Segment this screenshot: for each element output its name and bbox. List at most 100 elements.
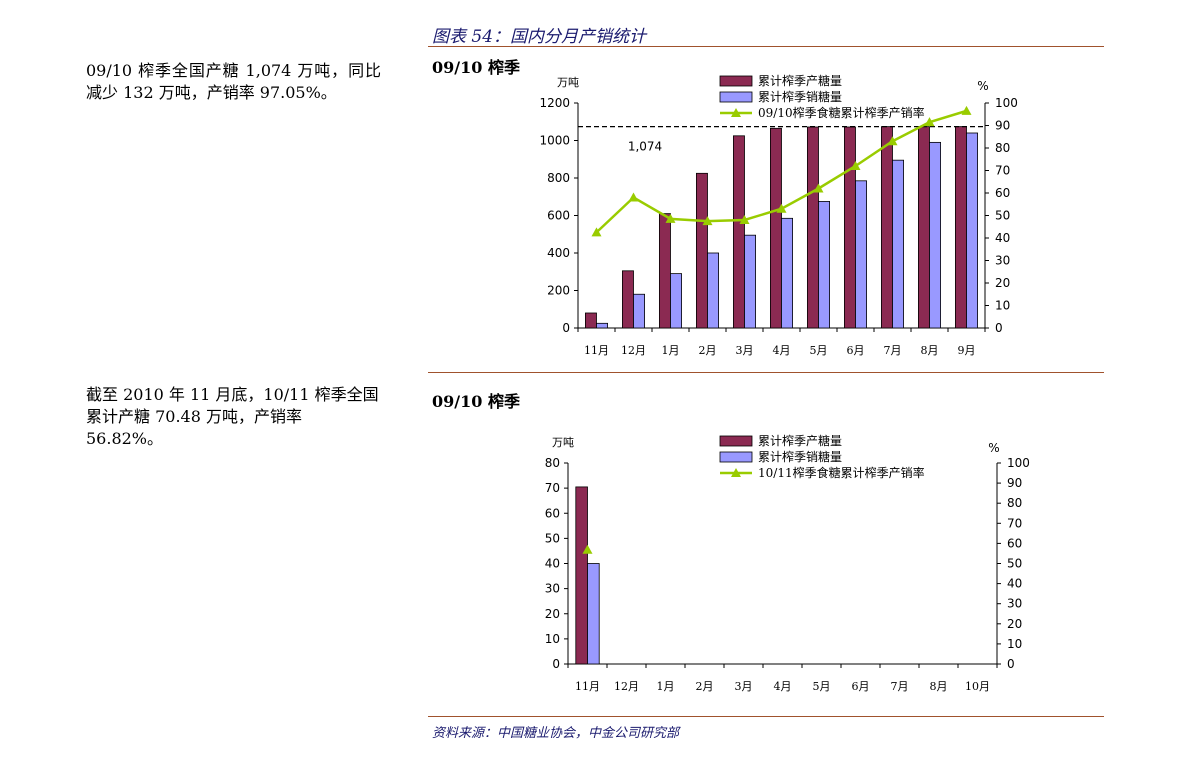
left-tick-label: 80 xyxy=(545,456,560,470)
left-tick-label: 60 xyxy=(545,506,560,520)
bar-production xyxy=(658,213,671,329)
bar-production xyxy=(917,126,930,329)
rate-marker xyxy=(924,117,935,127)
x-tick-label: 7月 xyxy=(891,680,909,693)
rate-marker xyxy=(739,215,750,224)
bar-sales xyxy=(818,201,831,329)
left-tick-label: 10 xyxy=(545,632,560,646)
rate-marker xyxy=(813,183,824,193)
right-unit-label: % xyxy=(977,79,988,93)
bar-production xyxy=(880,126,893,329)
x-tick-label: 5月 xyxy=(810,344,828,357)
legend-swatch xyxy=(719,451,753,463)
legend-label: 累计榨季销糖量 xyxy=(758,449,842,464)
footer-rule xyxy=(428,716,1104,717)
right-tick-label: 0 xyxy=(995,321,1003,335)
x-tick-label: 4月 xyxy=(773,344,791,357)
legend-line-marker xyxy=(731,108,741,117)
x-tick-label: 2月 xyxy=(699,344,717,357)
bar-sales xyxy=(744,234,757,329)
legend-label: 累计榨季产糖量 xyxy=(758,433,842,448)
rate-marker xyxy=(665,213,676,223)
right-tick-label: 10 xyxy=(1007,637,1022,651)
legend-swatch xyxy=(719,435,753,447)
bar-sales xyxy=(966,132,979,329)
left-tick-label: 40 xyxy=(545,557,560,571)
note-2: 截至 2010 年 11 月底，10/11 榨季全国累计产糖 70.48 万吨，… xyxy=(86,385,379,448)
bar-production xyxy=(575,486,588,665)
right-tick-label: 70 xyxy=(1007,516,1022,530)
left-tick-label: 1200 xyxy=(539,96,570,110)
chart1-title: 09/10 榨季 xyxy=(432,58,520,77)
x-tick-label: 11月 xyxy=(575,680,600,693)
left-tick-label: 400 xyxy=(547,246,570,260)
right-tick-label: 60 xyxy=(995,186,1010,200)
bar-sales xyxy=(596,322,609,329)
x-tick-label: 1月 xyxy=(662,344,680,357)
right-tick-label: 30 xyxy=(1007,597,1022,611)
bar-production xyxy=(843,126,856,329)
legend-swatch xyxy=(719,75,753,87)
rate-marker xyxy=(887,136,898,146)
x-tick-label: 9月 xyxy=(958,344,976,357)
right-tick-label: 90 xyxy=(1007,476,1022,490)
x-tick-label: 11月 xyxy=(584,344,609,357)
figure-title: 图表 54：国内分月产销统计 xyxy=(432,27,647,47)
right-tick-label: 20 xyxy=(1007,617,1022,631)
bar-production xyxy=(585,312,597,329)
right-tick-label: 20 xyxy=(995,276,1010,290)
legend-swatch xyxy=(719,91,753,103)
bar-production xyxy=(806,126,819,329)
x-tick-label: 2月 xyxy=(696,680,714,693)
right-tick-label: 80 xyxy=(995,141,1010,155)
bar-production xyxy=(732,135,745,329)
chart-1: 0 200 400 600 800 1000 1200 0 10 20 30 40 50 60 70 80 90… xyxy=(539,73,1017,357)
left-tick-label: 600 xyxy=(547,209,570,223)
right-tick-label: 60 xyxy=(1007,536,1022,550)
left-tick-label: 70 xyxy=(545,481,560,495)
bar-production xyxy=(695,172,708,329)
left-tick-label: 20 xyxy=(545,607,560,621)
legend-label: 累计榨季产糖量 xyxy=(758,73,842,88)
left-tick-label: 200 xyxy=(547,284,570,298)
bar-sales xyxy=(633,293,646,329)
x-tick-label: 6月 xyxy=(852,680,870,693)
left-tick-label: 800 xyxy=(547,171,570,185)
right-tick-label: 50 xyxy=(995,209,1010,223)
x-tick-label: 12月 xyxy=(621,344,646,357)
bar-sales xyxy=(929,141,942,329)
legend-label: 10/11榨季食糖累计榨季产销率 xyxy=(758,465,925,480)
right-tick-label: 70 xyxy=(995,164,1010,178)
reference-line-label: 1,074 xyxy=(628,140,662,154)
x-tick-label: 7月 xyxy=(884,344,902,357)
x-tick-label: 3月 xyxy=(735,680,753,693)
rate-marker xyxy=(776,203,787,213)
title-rule xyxy=(428,46,1104,47)
bar-sales xyxy=(781,217,794,329)
right-tick-label: 100 xyxy=(1007,456,1030,470)
x-tick-label: 1月 xyxy=(657,680,675,693)
x-tick-label: 3月 xyxy=(736,344,754,357)
source-note: 资料来源：中国糖业协会，中金公司研究部 xyxy=(432,726,680,741)
x-tick-label: 12月 xyxy=(614,680,639,693)
right-tick-label: 0 xyxy=(1007,657,1015,671)
bar-sales xyxy=(587,563,600,665)
bar-production xyxy=(954,126,967,329)
rate-marker xyxy=(591,227,602,237)
left-unit-label: 万吨 xyxy=(557,76,579,89)
right-tick-label: 30 xyxy=(995,254,1010,268)
right-tick-label: 40 xyxy=(995,231,1010,245)
bar-sales xyxy=(892,159,905,329)
right-tick-label: 80 xyxy=(1007,496,1022,510)
rate-marker xyxy=(628,192,639,202)
left-tick-label: 0 xyxy=(562,321,570,335)
legend-label: 09/10榨季食糖累计榨季产销率 xyxy=(758,105,925,120)
right-tick-label: 90 xyxy=(995,119,1010,133)
x-tick-label: 5月 xyxy=(813,680,831,693)
x-tick-label: 8月 xyxy=(921,344,939,357)
x-tick-label: 4月 xyxy=(774,680,792,693)
x-tick-label: 6月 xyxy=(847,344,865,357)
right-tick-label: 50 xyxy=(1007,557,1022,571)
chart2-title: 09/10 榨季 xyxy=(432,392,520,411)
section-rule xyxy=(428,372,1104,373)
